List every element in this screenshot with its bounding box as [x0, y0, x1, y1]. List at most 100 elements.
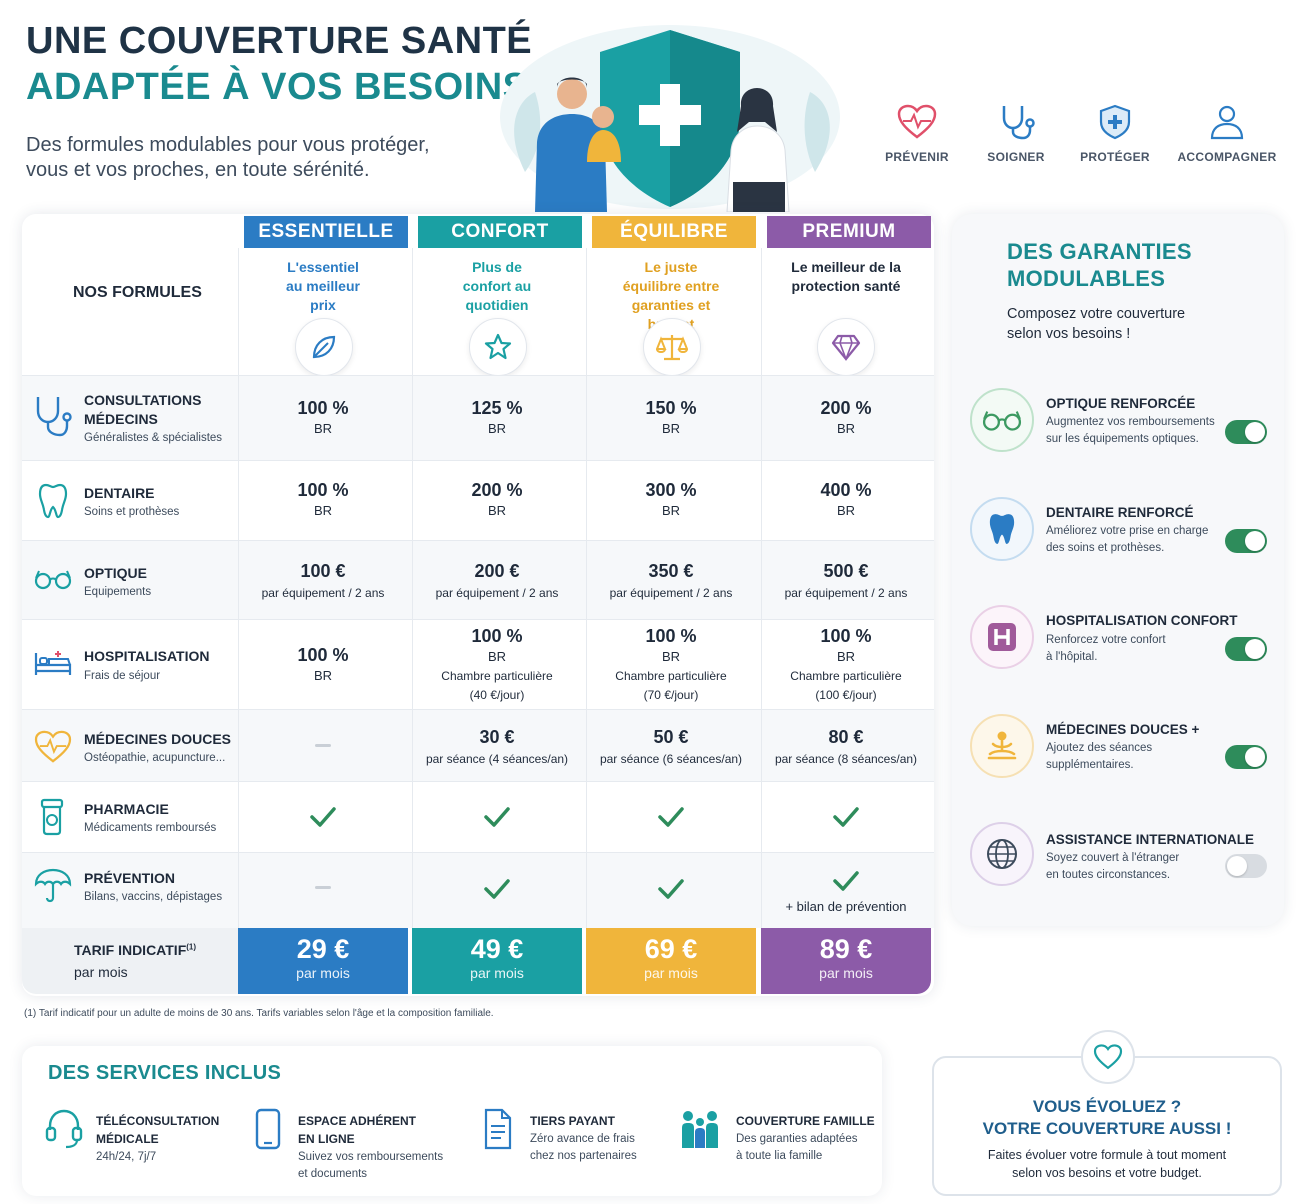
price-essentielle: 29 € par mois — [238, 928, 408, 994]
cell-consultations-essentielle: 100 % BR — [297, 398, 349, 436]
prevention-bonus-note: + bilan de prévention — [785, 899, 907, 914]
pillar-label: PROTÉGER — [1080, 150, 1150, 164]
check-icon — [658, 807, 684, 827]
row-label-pharmacie: PHARMACIE — [84, 801, 169, 817]
hospital-bed-icon — [34, 651, 72, 675]
diamond-icon — [817, 318, 875, 376]
plan-tagline-essentielle: L'essentiel au meilleur prix — [286, 259, 360, 313]
globe-icon — [970, 822, 1034, 886]
not-included-dash — [315, 744, 331, 747]
option-title: DENTAIRE RENFORCÉ — [1046, 505, 1194, 520]
table-row — [22, 375, 934, 460]
cell-dentaire-premium: 400 % BR — [820, 480, 872, 518]
star-icon — [469, 318, 527, 376]
plan-tagline-premium: Le meilleur de la protection santé — [791, 259, 901, 294]
check-icon — [484, 879, 510, 899]
document-icon — [484, 1108, 512, 1150]
cell-hospitalisation-confort: 100 % BR Chambre particulière (40 €/jour) — [441, 626, 553, 702]
row-sub-medecines-douces: Ostéopathie, acupuncture... — [84, 752, 226, 764]
cell-medecines-confort: 30 € par séance (4 séances/an) — [425, 727, 569, 766]
evolve-title: VOUS ÉVOLUEZ ? VOTRE COUVERTURE AUSSI ! — [982, 1097, 1232, 1138]
cell-dentaire-confort: 200 % BR — [471, 480, 523, 518]
price-confort: 49 € par mois — [412, 928, 582, 994]
person-icon — [1210, 105, 1244, 140]
tarif-footnote: (1) Tarif indicatif pour un adulte de mo… — [24, 1008, 494, 1019]
check-icon — [484, 807, 510, 827]
pill-bottle-icon — [40, 798, 64, 836]
phone-icon — [255, 1108, 281, 1150]
services-title: DES SERVICES INCLUS — [48, 1062, 282, 1084]
family-shield-illustration — [500, 25, 840, 212]
option-toggle-dentaire[interactable] — [1225, 529, 1267, 553]
option-toggle-hospitalisation[interactable] — [1225, 637, 1267, 661]
cell-consultations-equilibre: 150 % BR — [645, 398, 697, 436]
service-desc: Suivez vos remboursements et documents — [298, 1151, 444, 1180]
table-row — [22, 781, 934, 852]
pillar-label: ACCOMPAGNER — [1177, 150, 1277, 164]
pillar-prevenir: PRÉVENIR — [867, 104, 967, 164]
option-desc: Améliorez votre prise en charge des soins… — [1046, 525, 1209, 554]
stethoscope-icon — [1002, 106, 1035, 140]
check-icon — [833, 807, 859, 827]
leaf-icon — [295, 318, 353, 376]
price-equilibre: 69 € par mois — [586, 928, 756, 994]
cell-dentaire-equilibre: 300 % BR — [645, 480, 697, 518]
pillar-label: PRÉVENIR — [885, 150, 949, 164]
option-toggle-medecines[interactable] — [1225, 745, 1267, 769]
option-toggle-assistance[interactable] — [1225, 854, 1267, 878]
tooth-icon — [970, 497, 1034, 561]
heart-pulse-icon — [34, 730, 72, 763]
plan-header-premium: PREMIUM — [767, 216, 931, 248]
service-title: ESPACE ADHÉRENT EN LIGNE — [298, 1114, 417, 1146]
pillars-bar: PRÉVENIR SOIGNER PROTÉGER ACCOMPAGNER — [870, 104, 1290, 174]
cell-optique-premium: 500 € par équipement / 2 ans — [784, 561, 908, 600]
cell-hospitalisation-equilibre: 100 % BR Chambre particulière (70 €/jour) — [615, 626, 727, 702]
heart-pulse-icon — [897, 104, 937, 139]
option-title: ASSISTANCE INTERNATIONALE — [1046, 832, 1255, 847]
pillar-proteger: PROTÉGER — [1065, 104, 1165, 164]
option-toggle-optique[interactable] — [1225, 420, 1267, 444]
table-row — [22, 852, 934, 928]
evolve-text: Faites évoluer votre formule à tout mome… — [987, 1148, 1227, 1180]
tarif-label: TARIF INDICATIF(1) — [74, 942, 197, 958]
family-icon — [682, 1111, 718, 1148]
plan-tagline-confort: Plus de confort au quotidien — [462, 259, 532, 313]
table-row — [22, 460, 934, 540]
row-label-medecines-douces: MÉDECINES DOUCES — [84, 731, 232, 747]
table-row — [22, 540, 934, 619]
row-label-prevention: PRÉVENTION — [84, 870, 176, 886]
cell-hospitalisation-premium: 100 % BR Chambre particulière (100 €/jour) — [790, 626, 902, 702]
row-label-dentaire: DENTAIRE — [84, 485, 155, 501]
plan-header-equilibre: ÉQUILIBRE — [592, 216, 756, 248]
stethoscope-icon — [36, 397, 72, 437]
service-desc: 24h/24, 7j/7 — [96, 1151, 157, 1163]
glasses-icon — [34, 570, 72, 590]
row-label-hospitalisation: HOSPITALISATION — [84, 648, 210, 664]
cell-hospitalisation-essentielle: 100 % BR — [297, 645, 349, 683]
row-label-optique: OPTIQUE — [84, 565, 148, 581]
tarif-sub: par mois — [74, 964, 128, 980]
plan-header-essentielle: ESSENTIELLE — [244, 216, 408, 248]
row-sub-pharmacie: Médicaments remboursés — [84, 822, 217, 834]
row-sub-dentaire: Soins et prothèses — [84, 506, 180, 518]
heart-icon — [1081, 1030, 1135, 1084]
check-icon — [658, 879, 684, 899]
glasses-icon — [970, 388, 1034, 452]
option-desc: Ajoutez des séances supplémentaires. — [1046, 742, 1153, 771]
page-title-line1: UNE COUVERTURE SANTÉ — [26, 20, 533, 62]
option-desc: Soyez couvert à l'étranger en toutes circ… — [1046, 852, 1180, 881]
option-title: HOSPITALISATION CONFORT — [1046, 613, 1238, 628]
row-sub-prevention: Bilans, vaccins, dépistages — [84, 891, 223, 903]
table-row — [22, 619, 934, 709]
option-desc: Augmentez vos remboursements sur les équi… — [1046, 416, 1215, 445]
cell-consultations-premium: 200 % BR — [820, 398, 872, 436]
cell-medecines-premium: 80 € par séance (8 séances/an) — [774, 727, 918, 766]
options-title: DES GARANTIES MODULABLES — [1007, 239, 1192, 291]
scale-icon — [643, 318, 701, 376]
hospital-h-icon — [970, 605, 1034, 669]
service-title: TIERS PAYANT — [530, 1114, 615, 1128]
options-subtitle: Composez votre couverture selon vos besoi… — [1007, 306, 1186, 342]
cell-consultations-confort: 125 % BR — [471, 398, 523, 436]
row-sub-optique: Equipements — [84, 586, 152, 598]
option-title: MÉDECINES DOUCES + — [1046, 722, 1200, 737]
